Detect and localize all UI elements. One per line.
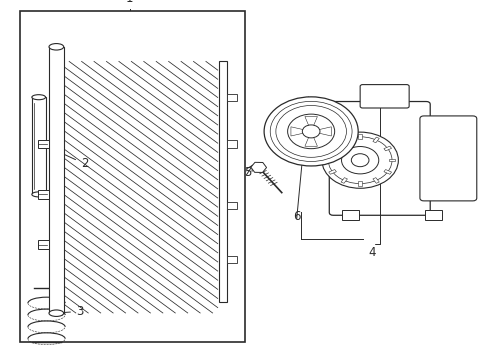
Bar	[373, 177, 379, 183]
Bar	[325, 159, 332, 161]
Bar	[38, 190, 49, 199]
Bar	[219, 61, 227, 302]
Bar	[342, 210, 359, 220]
Circle shape	[342, 147, 379, 174]
Bar	[329, 146, 337, 151]
FancyBboxPatch shape	[420, 116, 477, 201]
Text: 5: 5	[244, 166, 251, 179]
FancyBboxPatch shape	[360, 85, 409, 108]
Text: 2: 2	[49, 147, 88, 170]
Circle shape	[264, 97, 358, 166]
Bar	[227, 202, 237, 209]
Bar	[49, 47, 64, 313]
Polygon shape	[305, 117, 318, 131]
Bar	[227, 140, 237, 148]
Ellipse shape	[49, 310, 64, 316]
Bar	[359, 134, 362, 139]
Bar	[20, 11, 245, 342]
Ellipse shape	[32, 192, 46, 197]
Text: 1: 1	[126, 0, 134, 5]
Text: 6: 6	[293, 210, 300, 222]
Circle shape	[288, 114, 335, 149]
Circle shape	[322, 132, 398, 188]
Bar	[373, 137, 379, 143]
Polygon shape	[291, 127, 311, 136]
Bar	[38, 140, 49, 148]
Polygon shape	[305, 131, 318, 146]
Bar	[359, 181, 362, 186]
Bar	[227, 94, 237, 101]
Bar	[341, 137, 347, 143]
Bar	[425, 210, 442, 220]
Bar	[384, 170, 392, 174]
Text: 4: 4	[368, 246, 376, 258]
Circle shape	[302, 125, 320, 138]
Bar	[38, 240, 49, 249]
Bar	[384, 146, 392, 151]
FancyBboxPatch shape	[329, 102, 430, 215]
Text: 3: 3	[58, 305, 83, 318]
Bar	[227, 256, 237, 263]
Bar	[32, 97, 46, 194]
Bar	[329, 170, 337, 174]
Bar	[389, 159, 395, 161]
Ellipse shape	[49, 44, 64, 50]
Polygon shape	[311, 127, 331, 136]
Circle shape	[328, 137, 392, 184]
Bar	[341, 177, 347, 183]
Bar	[64, 61, 218, 313]
Circle shape	[351, 154, 369, 167]
Ellipse shape	[32, 95, 46, 100]
